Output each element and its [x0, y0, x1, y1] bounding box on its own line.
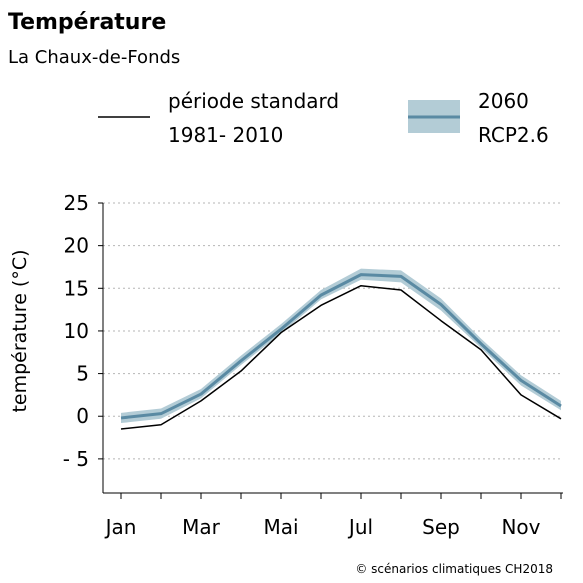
y-axis-ticks: 25 20 15 10 5 0 - 5: [63, 191, 103, 471]
x-tick-label: Jul: [347, 515, 373, 539]
copyright-footer: © scénarios climatiques CH2018: [355, 562, 553, 576]
rcp26-uncertainty-band: [121, 268, 561, 424]
x-tick-label: Mai: [263, 515, 298, 539]
x-tick-label: Sep: [422, 515, 460, 539]
legend-label-rcp26-2: RCP2.6: [478, 123, 549, 147]
x-tick-label: Nov: [501, 515, 540, 539]
y-axis-label: température (°C): [9, 249, 31, 412]
y-tick-label: 20: [64, 234, 89, 258]
y-tick-label: 10: [64, 319, 89, 343]
chart-subtitle: La Chaux-de-Fonds: [8, 47, 180, 68]
x-tick-label: Jan: [104, 515, 137, 539]
baseline-line: [120, 284, 562, 430]
legend-label-rcp26-1: 2060: [478, 89, 529, 113]
y-tick-label: 0: [76, 404, 89, 428]
y-tick-label: 25: [64, 191, 89, 215]
series-layer: [120, 268, 562, 430]
y-tick-label: - 5: [63, 447, 89, 471]
gridlines: [103, 202, 563, 460]
chart-title: Température: [8, 10, 166, 35]
y-tick-label: 5: [76, 362, 89, 386]
legend-label-baseline-2: 1981- 2010: [168, 123, 283, 147]
x-axis-ticks: Jan Mar Mai Jul Sep Nov: [104, 493, 562, 539]
x-tick-label: Mar: [182, 515, 221, 539]
rcp26-line: [120, 273, 562, 420]
y-tick-label: 15: [64, 276, 89, 300]
legend: période standard 1981- 2010 2060 RCP2.6: [98, 89, 549, 147]
legend-label-baseline-1: période standard: [168, 89, 339, 113]
